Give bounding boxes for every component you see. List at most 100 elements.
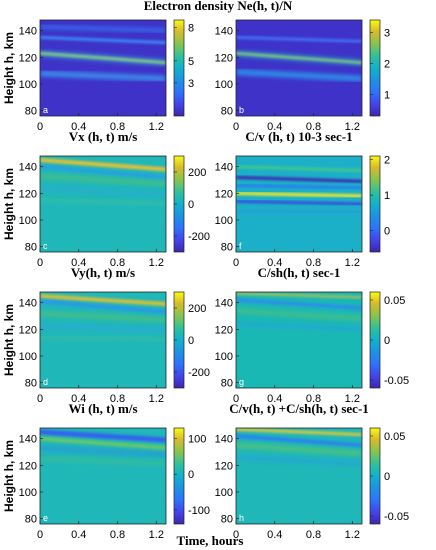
panel-label: b bbox=[239, 105, 244, 115]
x-tick-label: 1.2 bbox=[149, 393, 164, 405]
heatmap-band bbox=[236, 428, 362, 437]
heatmap-band bbox=[40, 174, 166, 186]
y-tick-label: 100 bbox=[215, 79, 233, 91]
colorbar-tick-label: 0 bbox=[384, 226, 390, 238]
x-tick-label: 0.8 bbox=[110, 257, 125, 269]
colorbar-tick-label: -100 bbox=[188, 505, 210, 517]
heatmap-band bbox=[236, 298, 362, 310]
colorbar bbox=[369, 19, 381, 117]
colorbar-tick-label: 0.05 bbox=[384, 431, 405, 443]
y-tick-label: 140 bbox=[215, 434, 233, 446]
colorbar-tick-label: 0 bbox=[188, 335, 194, 347]
colorbar-tick-label: 3 bbox=[384, 27, 390, 39]
y-tick-label: 140 bbox=[215, 298, 233, 310]
x-tick-label: 1.2 bbox=[345, 529, 360, 541]
panel-d: Vy(h, t) m/sd0 0.4 0.8 1.280100120140Height… bbox=[2, 265, 210, 405]
x-tick-label: 0.4 bbox=[267, 529, 282, 541]
heatmap-band bbox=[236, 322, 362, 331]
x-tick-label: 0 bbox=[233, 121, 239, 133]
heatmap-band bbox=[40, 323, 166, 333]
colorbar-tick-label: 8 bbox=[188, 23, 194, 35]
y-tick-label: 140 bbox=[215, 162, 233, 174]
heatmap-band bbox=[236, 183, 362, 190]
y-tick-label: 100 bbox=[19, 79, 37, 91]
heatmap-background bbox=[40, 20, 166, 116]
heatmap-band bbox=[236, 455, 362, 466]
heatmap-band bbox=[40, 311, 166, 322]
axes-frame bbox=[39, 19, 167, 117]
heatmap-band bbox=[236, 50, 362, 66]
y-tick-label: 120 bbox=[215, 188, 233, 200]
heatmap-band bbox=[40, 294, 166, 306]
heatmap-band bbox=[40, 299, 166, 314]
y-tick-label: 140 bbox=[19, 162, 37, 174]
y-tick-label: 120 bbox=[215, 52, 233, 64]
x-tick-label: 1.2 bbox=[149, 257, 164, 269]
y-tick-label: 100 bbox=[215, 351, 233, 363]
heatmap-band bbox=[236, 443, 362, 456]
heatmap-band bbox=[40, 158, 166, 172]
y-tick-label: 80 bbox=[25, 378, 37, 390]
panel-e: Wi (h, t) m/se0 0.4 0.8 1.280100120140Heigh… bbox=[2, 401, 210, 541]
x-tick-label: 0.8 bbox=[110, 121, 125, 133]
panel-title: C/sh(h, t) sec-1 bbox=[258, 265, 341, 280]
heatmap-band bbox=[236, 199, 362, 206]
panel-title: C/v (h, t) 10-3 sec-1 bbox=[245, 129, 352, 144]
y-tick-label: 80 bbox=[25, 242, 37, 254]
colorbar-tick-label: 200 bbox=[188, 167, 206, 179]
panel-label: c bbox=[43, 241, 48, 251]
y-tick-label: 120 bbox=[19, 52, 37, 64]
colorbar-tick-label: -200 bbox=[188, 231, 210, 243]
colorbar-tick-label: 2 bbox=[384, 58, 390, 70]
colorbar bbox=[173, 427, 185, 525]
heatmap-band bbox=[236, 292, 362, 299]
colorbar-tick-label: 0 bbox=[188, 469, 194, 481]
heatmap-field bbox=[40, 428, 166, 524]
heatmap-band bbox=[236, 35, 362, 43]
heatmap-band bbox=[40, 335, 166, 342]
x-tick-label: 0 bbox=[233, 529, 239, 541]
x-tick-label: 0.4 bbox=[71, 257, 86, 269]
heatmap-band bbox=[236, 165, 362, 173]
y-tick-label: 100 bbox=[19, 487, 37, 499]
heatmap-band bbox=[40, 25, 166, 33]
panel-label: f bbox=[239, 241, 242, 251]
heatmap-field bbox=[236, 428, 362, 524]
y-axis-label: Height h, km bbox=[2, 440, 16, 512]
y-tick-label: 80 bbox=[221, 514, 233, 526]
y-tick-label: 140 bbox=[19, 26, 37, 38]
colorbar-tick-label: 0 bbox=[188, 199, 194, 211]
y-tick-label: 120 bbox=[19, 188, 37, 200]
x-tick-label: 0 bbox=[37, 393, 43, 405]
panel-c: Vx (h, t) m/sc0 0.4 0.8 1.280100120140Heigh… bbox=[2, 129, 210, 269]
heatmap-band bbox=[236, 308, 362, 321]
y-tick-label: 80 bbox=[25, 514, 37, 526]
heatmap-band bbox=[40, 436, 166, 450]
heatmap-band bbox=[40, 164, 166, 180]
colorbar-tick-label: 1 bbox=[384, 89, 390, 101]
axes-frame bbox=[39, 155, 167, 253]
panel-label: g bbox=[239, 377, 244, 387]
axes-frame bbox=[235, 291, 363, 389]
panel-title: C/v(h, t) +C/sh(h, t) sec-1 bbox=[229, 401, 369, 416]
heatmap-band bbox=[40, 35, 166, 45]
y-tick-label: 140 bbox=[19, 434, 37, 446]
colorbar bbox=[173, 19, 185, 117]
panel-title: Wi (h, t) m/s bbox=[68, 401, 137, 416]
axes-frame bbox=[235, 155, 363, 253]
panel-b: b0 0.4 0.8 1.2 80 100 120 140 3 2 1 bbox=[215, 19, 390, 133]
y-tick-label: 120 bbox=[19, 460, 37, 472]
heatmap-background bbox=[236, 20, 362, 116]
x-tick-label: 1.2 bbox=[345, 393, 360, 405]
colorbar-tick-label: 200 bbox=[188, 303, 206, 315]
x-tick-label: 0.8 bbox=[110, 393, 125, 405]
heatmap-field bbox=[40, 20, 166, 116]
heatmap-band bbox=[236, 191, 362, 198]
heatmap-band bbox=[40, 198, 166, 206]
panel-title: Vx (h, t) m/s bbox=[69, 129, 138, 144]
heatmap-band bbox=[40, 446, 166, 457]
x-tick-label: 0.4 bbox=[267, 393, 282, 405]
axes-frame bbox=[235, 427, 363, 525]
y-tick-label: 140 bbox=[215, 26, 233, 38]
